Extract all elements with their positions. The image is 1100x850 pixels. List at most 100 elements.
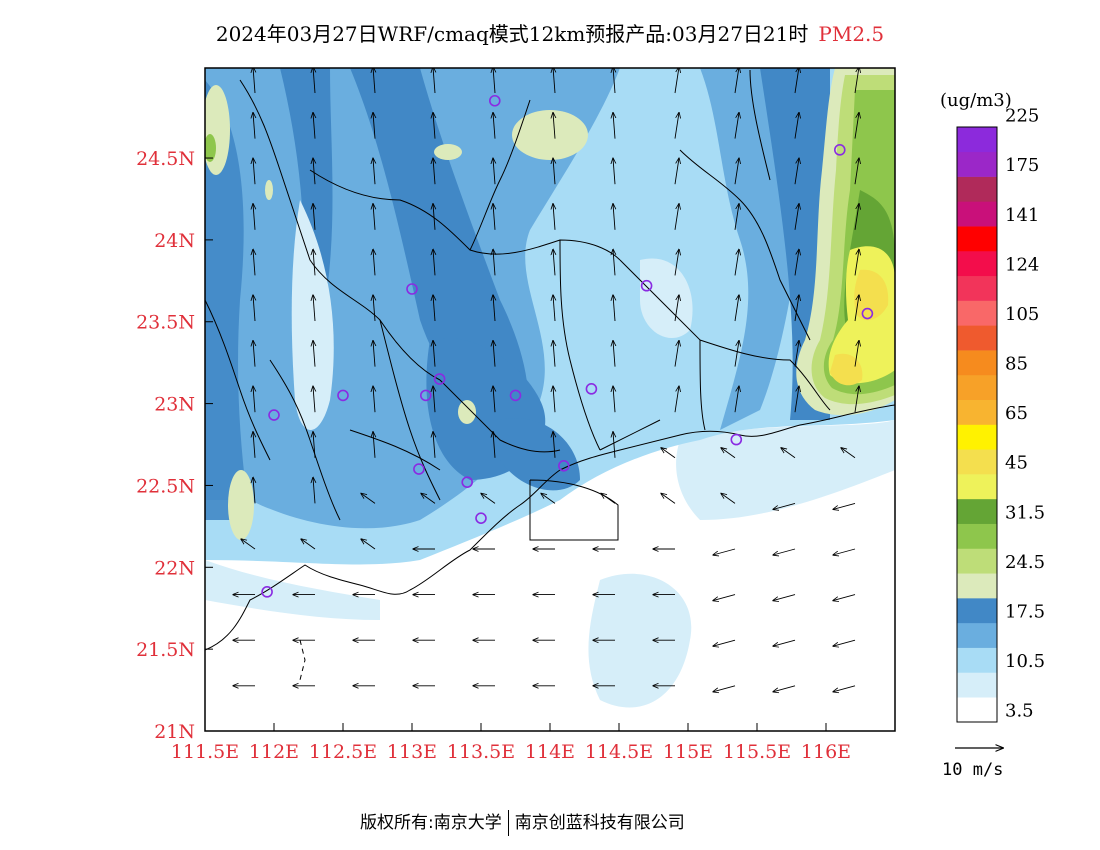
lat-tick-label: 23N (154, 394, 195, 416)
lon-tick-label: 113.5E (447, 741, 515, 763)
wind-arrow (833, 548, 856, 555)
wind-vectors (233, 68, 859, 692)
wind-arrow (734, 341, 739, 367)
wind-arrow (481, 493, 496, 504)
station-marker (261, 586, 273, 598)
wind-arrow (313, 295, 315, 322)
wind-arrow (253, 113, 255, 139)
legend-label: 17.5 (1005, 601, 1045, 622)
wind-arrow (613, 158, 615, 185)
company-text: 南京创蓝科技有限公司 (514, 813, 685, 833)
wind-arrow (734, 249, 739, 276)
wind-arrow (674, 68, 679, 94)
wind-arrow (854, 113, 859, 139)
lon-tick-label: 114.5E (585, 741, 653, 763)
wind-arrow (253, 477, 255, 504)
wind-arrow (433, 432, 435, 458)
station-marker (833, 144, 846, 156)
wind-arrow (493, 68, 495, 94)
station-marker (640, 279, 653, 292)
wind-arrow (721, 493, 736, 504)
wind-arrow (541, 493, 556, 504)
wind-arrow (773, 639, 796, 646)
station-marker (433, 373, 446, 385)
wind-arrow (313, 341, 315, 367)
legend-swatch (957, 523, 997, 549)
wind-arrow (833, 639, 856, 646)
legend-swatch (957, 399, 997, 425)
wind-arrow (613, 432, 615, 458)
lat-axis: 21N 21.5N 22N 22.5N 23N 23.5N 24N 24.5N (136, 148, 213, 743)
legend-swatch (957, 275, 997, 301)
station-marker (861, 307, 874, 320)
lon-axis: 111.5E 112E 112.5E 113E 113.5E 114E 114.5E 115E… (171, 723, 851, 763)
wind-arrow (794, 386, 799, 413)
wind-arrow (794, 113, 799, 139)
wind-arrow (313, 204, 315, 230)
lon-tick-label: 112E (249, 741, 299, 763)
legend-swatch (957, 226, 997, 252)
lon-tick-label: 115.5E (723, 741, 791, 763)
wind-arrow (854, 386, 859, 413)
wind-arrow (433, 341, 435, 367)
station-marker (419, 389, 432, 402)
legend-swatch (957, 201, 997, 227)
wind-arrow (253, 295, 255, 322)
chart-title: 2024年03月27日WRF/cmaq模式12km预报产品:03月27日21时 P… (0, 18, 1100, 47)
lat-tick-label: 21N (154, 721, 195, 743)
lon-tick-label: 113E (387, 741, 437, 763)
legend-swatch (957, 672, 997, 698)
legend-swatch (957, 474, 997, 500)
wind-arrow (854, 204, 859, 230)
lat-tick-label: 24N (154, 230, 195, 252)
legend-swatch (957, 424, 997, 450)
wind-arrow (313, 68, 315, 94)
station-marker (337, 389, 349, 402)
wind-arrow (854, 295, 859, 322)
wind-arrow (493, 295, 495, 322)
wind-arrow (493, 249, 495, 276)
station-marker (509, 389, 522, 402)
legend-swatch (957, 350, 997, 376)
wind-arrow (313, 432, 315, 458)
wind-arrow (854, 68, 859, 94)
legend-swatch (957, 647, 997, 673)
wind-arrow (253, 68, 255, 94)
wind-arrow (833, 685, 856, 692)
wind-arrow (373, 341, 375, 367)
lat-tick-label: 22N (154, 557, 195, 579)
title-pollutant: PM2.5 (818, 22, 885, 46)
wind-arrow (361, 493, 376, 504)
lon-tick-label: 112.5E (309, 741, 377, 763)
station-marker (406, 283, 418, 295)
wind-arrow (794, 341, 799, 367)
wind-arrow (794, 204, 799, 230)
wind-arrow (553, 249, 555, 276)
wind-arrow (734, 295, 739, 322)
wind-arrow (241, 539, 256, 550)
legend-colorbar: 3.5 10.5 17.5 24.5 31.5 45 65 85 105 124 141 175 225 (956, 106, 1045, 723)
wind-arrow (661, 493, 676, 504)
wind-arrow (253, 249, 255, 276)
station-marker (585, 383, 598, 395)
wind-arrow (361, 539, 376, 550)
wind-arrow (313, 113, 315, 139)
wind-arrow (553, 341, 555, 367)
wind-arrow (493, 113, 495, 139)
legend-swatch (957, 250, 997, 277)
legend-swatch (957, 598, 997, 624)
legend-swatch (957, 449, 997, 475)
wind-arrow (613, 204, 615, 230)
wind-arrow (553, 68, 555, 94)
wind-arrow (373, 295, 375, 322)
wind-arrow (373, 386, 375, 413)
boundaries (205, 69, 895, 681)
legend-swatch (957, 176, 997, 202)
wind-arrow (493, 386, 495, 413)
wind-arrow (373, 158, 375, 185)
wind-arrow (553, 204, 555, 230)
wind-arrow (734, 204, 739, 230)
legend-label: 45 (1005, 453, 1028, 474)
wind-arrow (433, 204, 435, 230)
